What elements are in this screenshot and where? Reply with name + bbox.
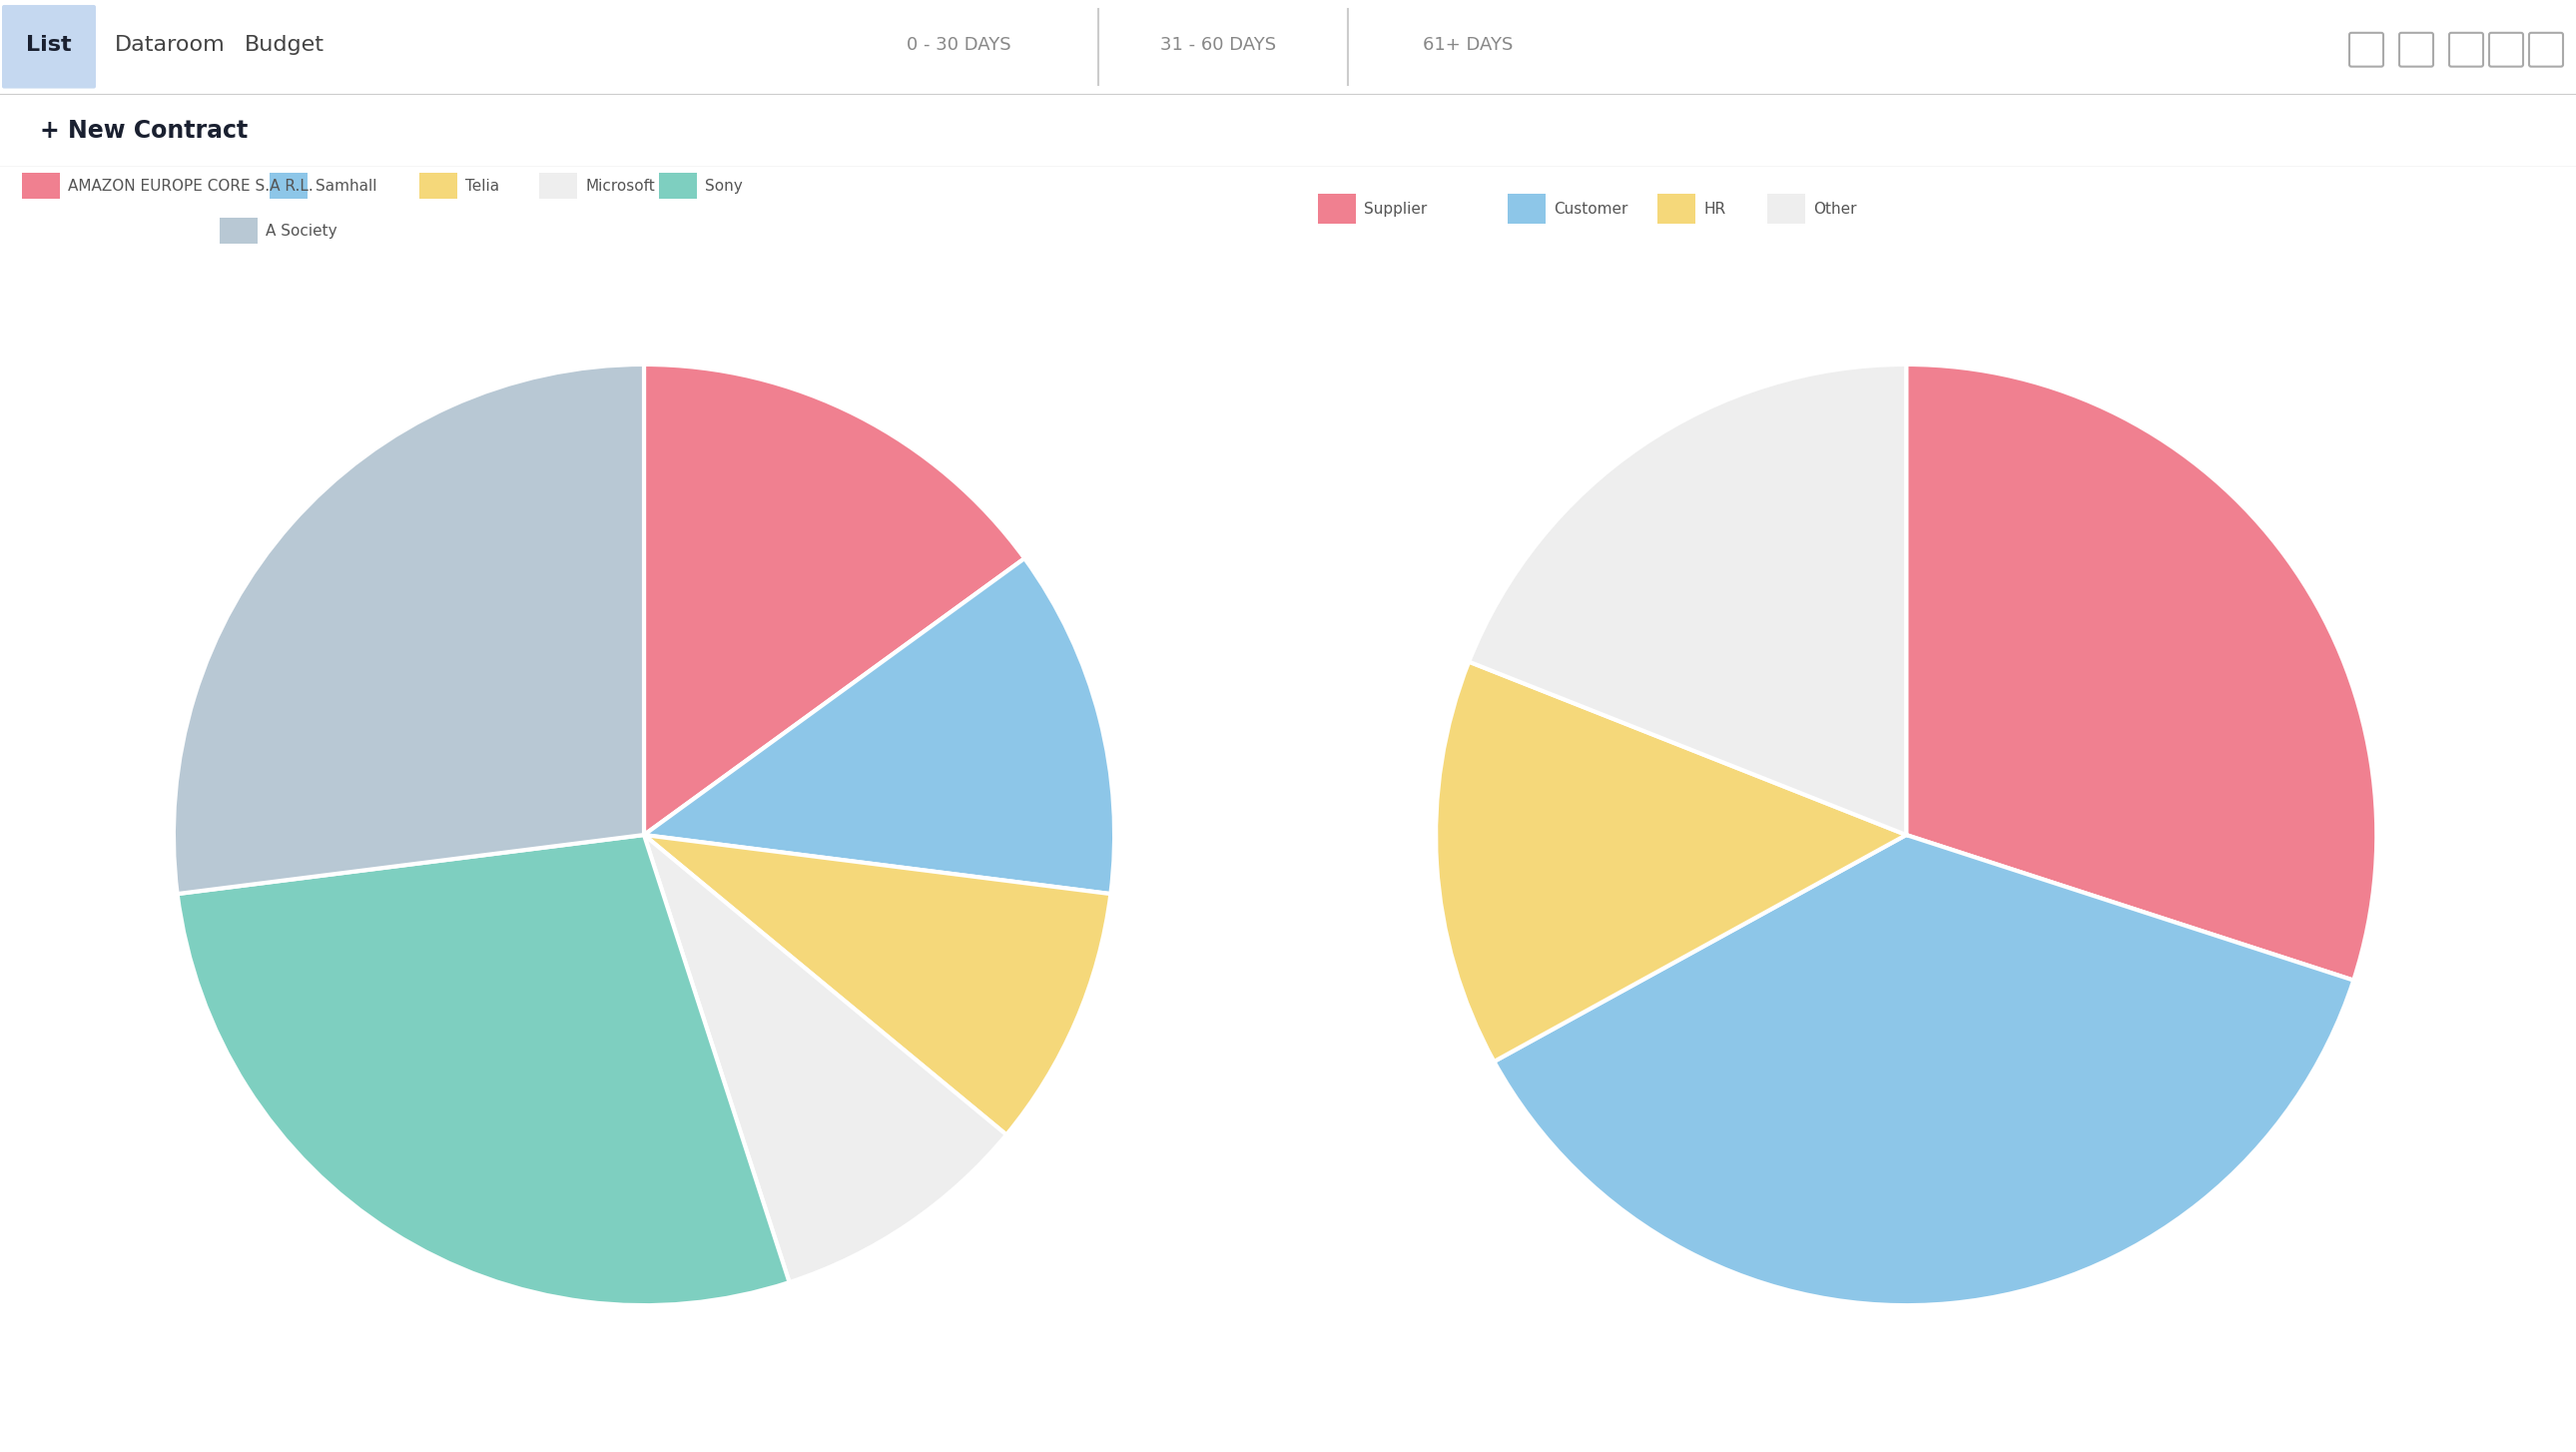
Bar — [219, 218, 258, 244]
Wedge shape — [178, 835, 788, 1305]
Text: Telia: Telia — [466, 179, 500, 193]
Wedge shape — [644, 835, 1110, 1135]
Wedge shape — [1906, 364, 2378, 980]
Bar — [538, 173, 577, 199]
Bar — [23, 173, 59, 199]
Text: Supplier: Supplier — [1363, 202, 1427, 216]
Bar — [659, 173, 698, 199]
Wedge shape — [1494, 835, 2354, 1305]
Text: 61+ DAYS: 61+ DAYS — [1422, 36, 1512, 54]
Bar — [1767, 195, 1806, 224]
Text: Samhall: Samhall — [314, 179, 376, 193]
Text: Dataroom: Dataroom — [113, 35, 224, 55]
Wedge shape — [644, 559, 1115, 894]
Text: HR: HR — [1703, 202, 1726, 216]
Bar — [1319, 195, 1355, 224]
Text: AMAZON EUROPE CORE S.A R.L.: AMAZON EUROPE CORE S.A R.L. — [67, 179, 314, 193]
Text: Budget: Budget — [245, 35, 325, 55]
Wedge shape — [1435, 662, 1906, 1061]
Wedge shape — [1468, 364, 1906, 835]
Bar — [270, 173, 307, 199]
Text: Customer: Customer — [1553, 202, 1628, 216]
Text: A Society: A Society — [265, 224, 337, 238]
Bar — [1656, 195, 1695, 224]
Bar — [1507, 195, 1546, 224]
Text: 0 - 30 DAYS: 0 - 30 DAYS — [907, 36, 1010, 54]
Text: Microsoft: Microsoft — [585, 179, 654, 193]
Wedge shape — [173, 364, 644, 894]
FancyBboxPatch shape — [3, 4, 95, 89]
Text: 31 - 60 DAYS: 31 - 60 DAYS — [1159, 36, 1275, 54]
Text: List: List — [26, 35, 72, 55]
Text: Other: Other — [1814, 202, 1857, 216]
Wedge shape — [644, 835, 1007, 1282]
Text: Sony: Sony — [706, 179, 742, 193]
Bar — [420, 173, 459, 199]
Wedge shape — [644, 364, 1025, 835]
Text: + New Contract: + New Contract — [41, 119, 247, 144]
